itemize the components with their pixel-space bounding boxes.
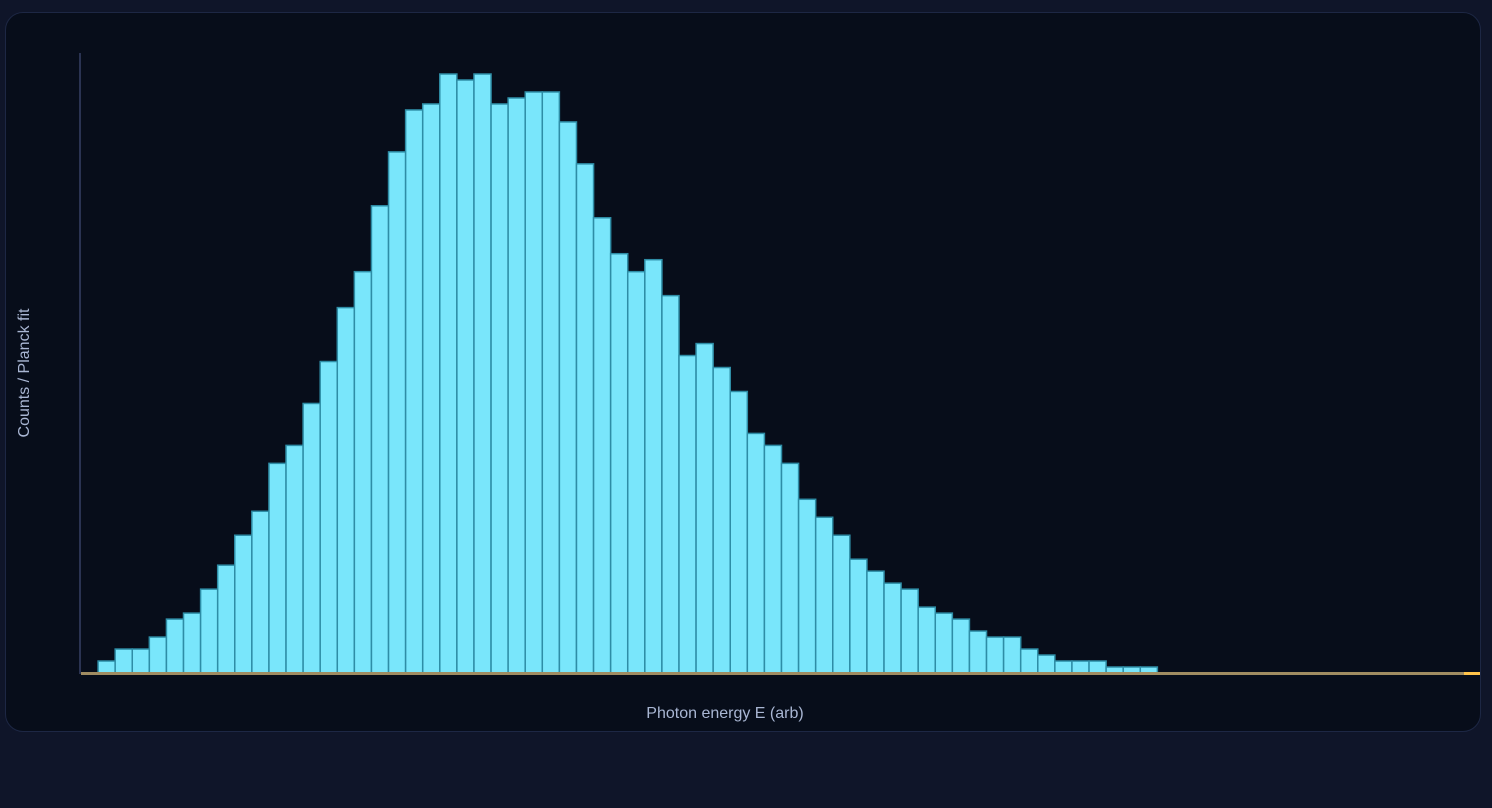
- histogram-bar: [285, 444, 304, 674]
- histogram-bar: [661, 294, 680, 674]
- histogram-bar: [626, 270, 646, 674]
- histogram-bar: [319, 360, 339, 674]
- histogram-bar: [917, 606, 937, 674]
- histogram-bar: [199, 588, 219, 674]
- histogram-bar: [712, 366, 731, 674]
- histogram-bar: [182, 612, 202, 674]
- histogram-bar: [524, 91, 544, 674]
- histogram-bar: [985, 636, 1005, 674]
- chart-panel: Photon energy E (arb) Counts / Planck fi…: [5, 12, 1481, 732]
- histogram-bar: [97, 660, 116, 674]
- histogram-bar: [1088, 660, 1107, 674]
- x-axis-label: Photon energy E (arb): [646, 705, 803, 722]
- histogram-bar: [900, 588, 919, 674]
- histogram-bar: [1054, 660, 1073, 674]
- histogram-bar: [268, 462, 287, 674]
- histogram-bar: [866, 570, 885, 674]
- histogram-bar: [968, 630, 988, 674]
- histogram-bar: [644, 258, 663, 674]
- histogram-bar: [849, 558, 868, 674]
- histogram-bars: [97, 73, 1159, 674]
- histogram-bar: [558, 121, 578, 674]
- y-axis-label: Counts / Planck fit: [16, 308, 33, 438]
- histogram-bar: [1002, 636, 1022, 674]
- histogram-bar: [729, 390, 749, 674]
- histogram-bar: [370, 205, 390, 674]
- histogram-bar: [439, 73, 458, 674]
- histogram-chart: Photon energy E (arb) Counts / Planck fi…: [16, 53, 1480, 722]
- histogram-bar: [387, 151, 407, 674]
- histogram-bar: [1019, 648, 1039, 674]
- histogram-bar: [592, 217, 612, 674]
- histogram-bar: [507, 97, 526, 674]
- histogram-bar: [883, 582, 902, 674]
- histogram-bar: [456, 79, 475, 674]
- histogram-bar: [951, 618, 971, 674]
- histogram-bar: [780, 462, 800, 674]
- histogram-bar: [541, 91, 561, 674]
- histogram-bar: [165, 618, 185, 674]
- histogram-bar: [763, 444, 783, 674]
- histogram-bar: [216, 564, 236, 674]
- histogram-bar: [421, 103, 441, 674]
- histogram-bar: [490, 103, 509, 674]
- histogram-bar: [473, 73, 492, 674]
- histogram-bar: [404, 109, 424, 674]
- histogram-bar: [114, 648, 134, 674]
- histogram-bar: [609, 252, 629, 674]
- histogram-bar: [575, 163, 595, 674]
- histogram-bar: [814, 516, 834, 674]
- histogram-bar: [251, 510, 270, 674]
- histogram-bar: [797, 498, 817, 674]
- histogram-bar: [934, 612, 954, 674]
- histogram-bar: [336, 306, 356, 674]
- histogram-bar: [678, 354, 697, 674]
- histogram-bar: [302, 402, 321, 674]
- histogram-bar: [131, 648, 151, 674]
- histogram-bar: [1037, 654, 1056, 674]
- histogram-bar: [832, 534, 851, 674]
- histogram-bar: [148, 636, 168, 674]
- histogram-bar: [695, 342, 714, 674]
- histogram-bar: [353, 270, 373, 674]
- histogram-bar: [746, 432, 766, 674]
- histogram-bar: [1071, 660, 1090, 674]
- histogram-bar: [234, 534, 253, 674]
